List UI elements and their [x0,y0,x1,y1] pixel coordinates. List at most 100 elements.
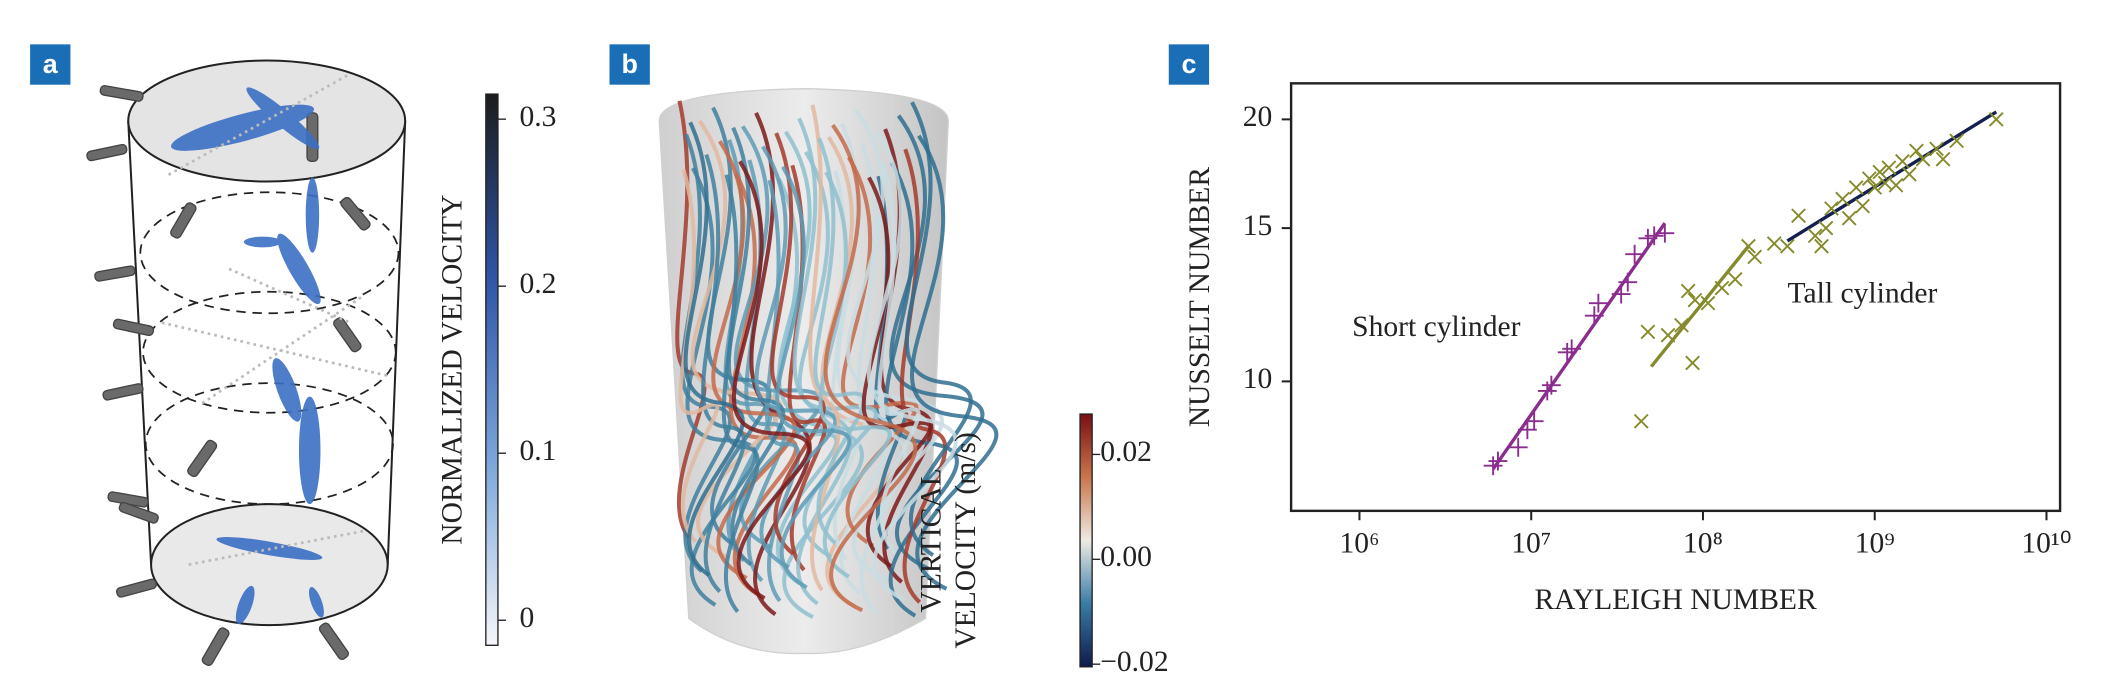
data-point [1588,293,1608,313]
colorbar [485,93,499,646]
data-point [1644,226,1664,246]
data-point [1488,451,1508,471]
data-point [1881,160,1897,176]
data-point [1700,295,1716,311]
streamline [775,165,852,590]
x-tick-label: 10¹⁰ [2021,528,2071,560]
streamline [856,143,907,615]
data-point [1727,271,1743,287]
data-point [1562,339,1582,359]
streamline [690,119,783,560]
data-point [1807,228,1823,244]
data-point [1909,143,1924,159]
streamline [792,117,853,606]
data-point [1618,272,1638,292]
data-point [1841,210,1857,226]
data-point [1949,133,1965,149]
data-point [1747,249,1763,265]
data-point [1508,437,1528,457]
data-point [1584,306,1604,326]
data-point [1640,324,1656,340]
data-point [1557,342,1577,362]
data-point [1929,141,1944,157]
data-point [1895,153,1910,169]
streamline [678,168,720,544]
data-point [1524,411,1544,431]
series-label: Tall cylinder [1788,278,1938,310]
data-point [1779,238,1795,254]
y-tick-label: 10 [1243,363,1273,395]
data-point [1824,201,1839,216]
plot-frame [1289,82,2062,513]
panel-a-illustration [86,59,407,666]
data-point [1848,180,1864,195]
y-axis-title: NUSSELT NUMBER [1184,167,1216,428]
data-point [1766,236,1782,251]
panel-label: c [1181,49,1196,79]
data-point [1988,111,2004,127]
panel-label-box [30,44,71,85]
colorbar-title: VERTICAL [915,468,947,612]
data-point [1741,238,1756,254]
colorbar-title: NORMALIZED VELOCITY [437,195,469,545]
fit-line [1649,245,1750,368]
streamline [726,126,786,567]
colorbar-tick-label: 0.2 [519,268,556,300]
streamline [706,106,772,547]
data-point [1888,177,1904,193]
x-axis-title: RAYLEIGH NUMBER [1534,584,1817,616]
data-point [1872,164,1888,180]
data-point [1714,280,1730,296]
data-point [1541,375,1561,395]
streamline [711,140,797,580]
fit-line [1491,222,1667,471]
x-tick-label: 10⁶ [1340,528,1380,560]
panel-b-illustration [658,88,999,655]
data-point [1867,180,1883,195]
data-point [1655,223,1675,243]
panel-label-box [1168,44,1210,85]
data-point [1935,151,1951,167]
data-point [1611,284,1631,304]
data-point [1680,283,1696,299]
data-point [1915,151,1931,167]
x-tick-label: 10⁷ [1511,528,1551,560]
data-point [1625,244,1645,264]
streamline [765,179,801,603]
colorbar-tick-label: 0.02 [1100,436,1152,468]
streamline [683,121,745,578]
data-point [1861,171,1877,186]
colorbar-tick-label: 0 [519,602,534,634]
panel-label: a [43,49,59,79]
series-label: Short cylinder [1352,311,1520,343]
streamline [732,160,811,601]
streamline [899,148,948,604]
streamline [721,174,760,613]
y-tick-label: 20 [1243,101,1273,133]
data-point [1483,456,1503,476]
streamline [808,104,841,592]
data-point [1633,413,1649,429]
x-tick-label: 10⁸ [1683,528,1723,560]
streamline [823,123,918,613]
data-point [1791,208,1806,224]
colorbar-tick-label: 0.00 [1100,541,1152,573]
colorbar-tick-label: 0.1 [519,435,556,467]
streamline [910,134,999,591]
colorbar-title: VELOCITY (m/s) [950,432,982,648]
data-point [1835,191,1850,207]
data-point [1855,198,1870,214]
panel-label: b [621,49,637,79]
data-point [1660,327,1676,343]
data-point [1901,166,1917,182]
data-point [1685,355,1700,371]
streamline [877,163,921,554]
colorbar [1079,413,1093,668]
data-point [1814,238,1829,254]
data-point [1687,292,1703,308]
data-point [1674,317,1689,333]
colorbar-tick-label: −0.02 [1100,646,1168,678]
colorbar-tick-label: 0.3 [519,101,556,133]
panel-label-box [609,44,650,85]
